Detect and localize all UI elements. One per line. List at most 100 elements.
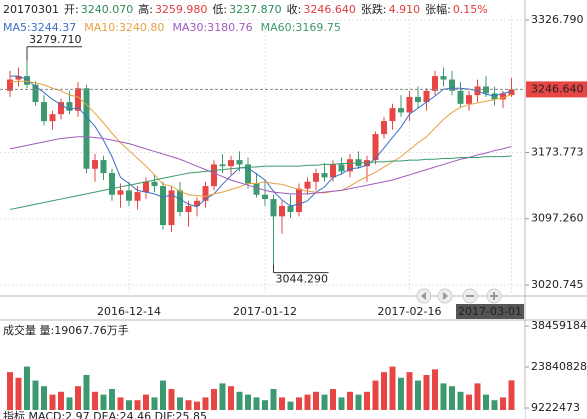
volume-bar — [483, 394, 489, 412]
volume-bar — [466, 394, 472, 412]
header-label: 张幅: — [425, 3, 451, 16]
volume-bar — [58, 391, 64, 412]
header-value: 3240.070 — [81, 3, 134, 16]
candle-body — [440, 76, 447, 80]
candle-body — [423, 90, 430, 103]
annotation: 3279.710 — [29, 33, 82, 46]
volume-bar — [364, 391, 370, 412]
candle-body — [338, 164, 345, 172]
volume-bar — [330, 388, 336, 412]
volume-bar — [92, 391, 98, 412]
volume-bar — [185, 400, 192, 412]
ma-line — [10, 75, 512, 208]
volume-bar — [372, 380, 379, 412]
ma-line — [9, 155, 512, 210]
x-tick-label: 2017-03-01 — [458, 305, 522, 318]
y-tick-label: 3173.773 — [531, 145, 584, 158]
volume-bar — [143, 394, 149, 412]
candle-body — [406, 96, 413, 113]
candle-body — [253, 183, 260, 195]
candle-body — [457, 90, 464, 104]
volume-bar — [347, 391, 353, 412]
x-tick-label: 2017-01-12 — [233, 305, 297, 318]
footer-bg — [0, 410, 525, 419]
candle-body — [7, 79, 13, 91]
candle-body — [126, 190, 132, 201]
candle-body — [66, 102, 73, 111]
candle-body — [321, 173, 328, 178]
volume-bar — [432, 369, 438, 412]
candle-body — [24, 76, 30, 85]
volume-bar — [355, 394, 362, 412]
candle-body — [398, 108, 404, 113]
volume-bar — [202, 397, 209, 412]
candle-body — [168, 190, 175, 226]
candle-body — [432, 76, 438, 91]
candle-body — [262, 194, 268, 200]
indicator-footer: 指标 MACD:2.97 DEA:24.46 DIF:25.85 — [3, 409, 207, 419]
zoom-out[interactable] — [462, 288, 478, 304]
candle-body — [117, 190, 124, 195]
candle-body — [15, 76, 22, 80]
candle-body — [245, 164, 251, 184]
volume-bar — [15, 377, 22, 412]
y-tick-label: 38459184 — [531, 319, 587, 332]
volume-bar — [449, 386, 455, 412]
volume-bar — [228, 386, 234, 412]
volume-bar — [126, 400, 132, 412]
volume-panel: 成交量 量:19067.76万手 9222473 23840828 38459184 指… — [0, 319, 587, 419]
legend-entry: MA60:3169.75 — [261, 21, 341, 34]
ma-line — [9, 80, 512, 197]
candle-body — [143, 181, 149, 193]
volume-bar — [83, 374, 90, 412]
candle-body — [466, 95, 472, 104]
candle-body — [32, 84, 39, 103]
candle-body — [449, 79, 455, 91]
candle-body — [296, 188, 302, 213]
volume-bar — [440, 383, 447, 412]
y-tick-label: 23840828 — [531, 360, 587, 373]
volume-bar — [7, 372, 13, 412]
candle-body — [202, 186, 209, 201]
header-value: 3259.980 — [155, 3, 208, 16]
volume-bar — [32, 380, 39, 412]
volume-bar — [151, 397, 158, 412]
candle-body — [75, 88, 81, 111]
candle-body — [194, 200, 200, 206]
header: 20170301 开: 3240.070 高: 3259.980 低: 3237.870 收:… — [3, 2, 488, 16]
y-tick-label: 3326.790 — [531, 13, 584, 26]
header-value: 0.15% — [453, 3, 488, 16]
candle-body — [228, 160, 234, 167]
header-value: 3246.640 — [303, 3, 356, 16]
candle-body — [151, 181, 158, 187]
candle-body — [41, 102, 47, 122]
volume-bar — [236, 391, 243, 412]
scroll-right[interactable] — [437, 288, 453, 304]
candle-body — [100, 160, 107, 174]
candle-body — [236, 160, 243, 165]
candle-body — [49, 114, 56, 122]
legend: MA5:3244.37 MA10:3240.80 MA30:3180.76 MA60:… — [3, 21, 341, 34]
candle-body — [313, 173, 319, 182]
header-value: 20170301 — [3, 3, 59, 16]
last-price-box — [526, 81, 587, 98]
volume-bar — [177, 397, 183, 412]
volume-bar — [279, 397, 285, 412]
header-label: 收: — [287, 2, 302, 16]
volume-bar — [194, 401, 200, 412]
volume-bar — [160, 380, 166, 412]
candle-body — [92, 160, 98, 169]
header-value: 4.910 — [389, 3, 421, 16]
volume-bar — [474, 383, 481, 412]
zoom-in[interactable] — [486, 288, 502, 304]
volume-bar — [245, 394, 251, 412]
legend-entry: MA30:3180.76 — [172, 21, 252, 34]
price-panel: 20170301 开: 3240.070 高: 3259.980 低: 3237.870 收:… — [0, 2, 587, 319]
scroll-left[interactable] — [416, 288, 432, 304]
candle-body — [211, 164, 217, 187]
volume-bar — [508, 380, 515, 412]
volume-bar — [117, 397, 124, 412]
header-label: 开: — [64, 3, 79, 16]
candle-body — [389, 108, 396, 122]
candle-body — [279, 205, 285, 217]
